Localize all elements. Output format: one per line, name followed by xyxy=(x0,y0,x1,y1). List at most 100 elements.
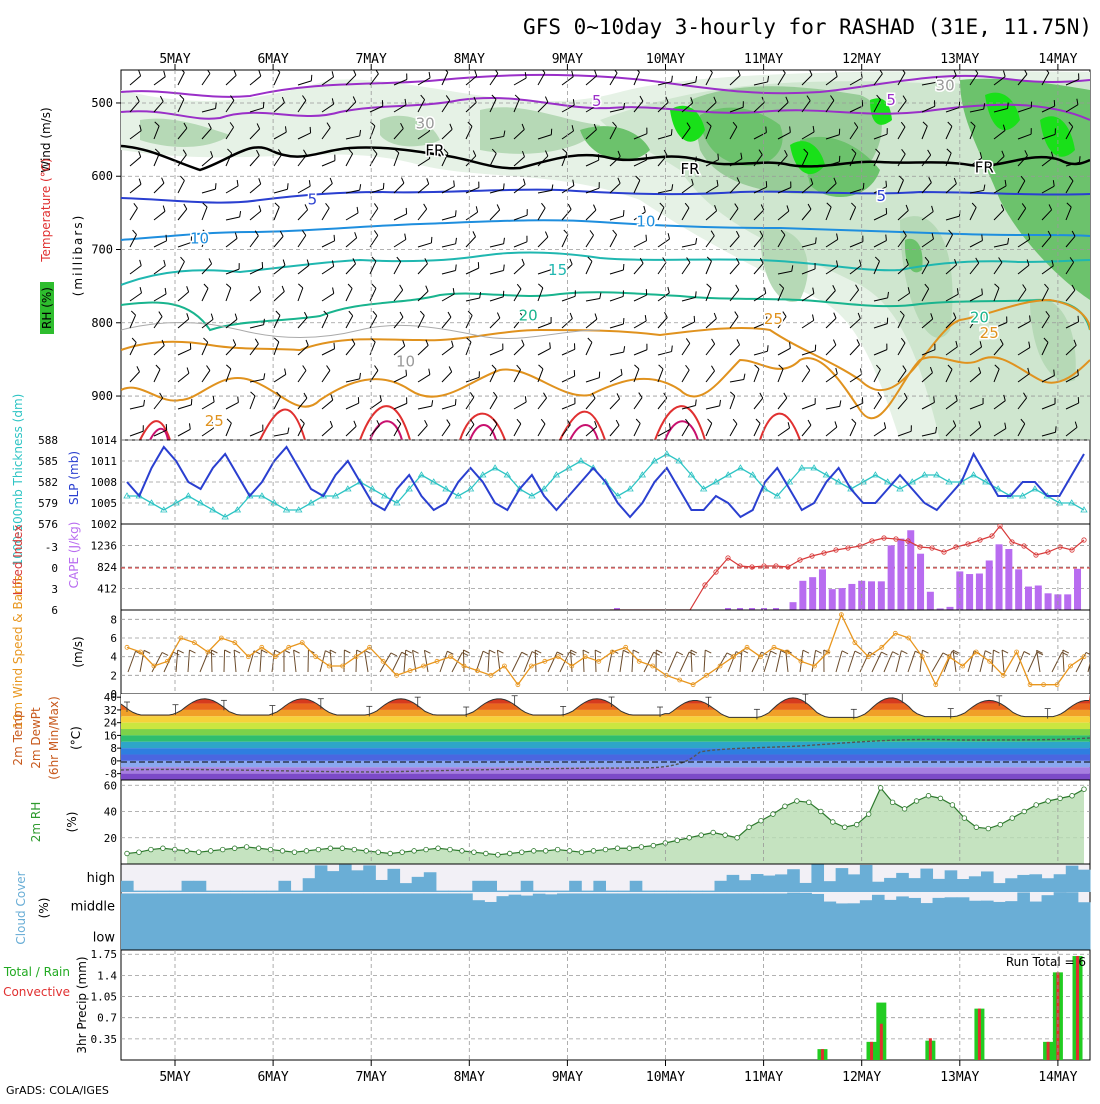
wind-barb-flag xyxy=(982,235,983,241)
cloud-low-bar xyxy=(920,921,933,950)
rh2m-point xyxy=(424,847,429,852)
cloud-middle-bar xyxy=(278,893,291,921)
rh2m-point xyxy=(543,849,548,854)
cloud-low-bar xyxy=(327,921,340,950)
bottom-date-label: 5MAY xyxy=(159,1070,190,1085)
cloud-low-bar xyxy=(981,921,994,950)
rh2m-point xyxy=(496,853,501,858)
precip-tick-label: 0.7 xyxy=(97,1012,117,1025)
cloud-middle-bar xyxy=(157,893,170,921)
contour-label: 10 xyxy=(190,230,209,248)
cloud-middle-bar xyxy=(581,893,594,921)
cloud-low-bar xyxy=(545,921,558,950)
cloud-low-bar xyxy=(884,921,897,950)
cloud-low-bar xyxy=(799,921,812,950)
cloud-high-bar xyxy=(121,881,134,892)
cloud-middle-bar xyxy=(206,893,219,921)
rh2m-point xyxy=(220,847,225,852)
cloud-high-bar xyxy=(521,881,534,892)
cloud-middle-bar xyxy=(412,893,425,921)
cloud-middle-bar xyxy=(545,894,558,921)
rh2m-point xyxy=(388,851,393,856)
cloud-low-bar xyxy=(1078,921,1091,950)
temp2m-tick-label: 0 xyxy=(110,755,117,768)
temp2m-tick-label: 8 xyxy=(110,742,117,755)
bottom-date-label: 10MAY xyxy=(646,1070,685,1085)
cloud-high-bar xyxy=(157,891,170,892)
cloud-middle-bar xyxy=(872,895,885,921)
cloud-low-bar xyxy=(157,921,170,950)
rh2m-point xyxy=(125,851,130,856)
ylabel-wind10-unit: (m/s) xyxy=(71,636,85,667)
rh2m-point xyxy=(149,847,154,852)
cloud-middle-bar xyxy=(387,893,400,921)
cloud-middle-bar xyxy=(933,898,946,921)
cloud-high-bar xyxy=(981,871,994,892)
wind10-barb-staff xyxy=(356,650,357,672)
cloud-low-bar xyxy=(448,921,461,950)
cloud-low-bar xyxy=(836,921,849,950)
cloud-low-bar xyxy=(412,921,425,950)
cloud-middle-bar xyxy=(339,893,352,921)
thickness-tick-label: 582 xyxy=(38,476,58,489)
cloud-high-bar xyxy=(496,891,509,892)
cloud-low-bar xyxy=(824,921,837,950)
cloud-low-bar xyxy=(242,921,255,950)
cape-tick-label: 412 xyxy=(97,583,117,596)
rh2m-point xyxy=(185,849,190,854)
cloud-middle-bar xyxy=(424,893,437,921)
cloud-low-bar xyxy=(218,921,231,950)
cloud-middle-bar xyxy=(945,897,958,921)
cloud-high-bar xyxy=(824,881,837,892)
thickness-tick-label: 576 xyxy=(38,518,58,531)
cape-bar xyxy=(839,588,846,610)
cloud-low-bar xyxy=(787,921,800,950)
wind-barb-flag xyxy=(1079,156,1080,162)
rh2m-point xyxy=(711,830,716,835)
rh2m-point xyxy=(998,822,1003,827)
rh2m-point xyxy=(364,849,369,854)
precip-convective-bar xyxy=(870,1042,873,1060)
wind-barb-flag xyxy=(767,345,768,351)
cloud-high-bar xyxy=(351,870,364,892)
cloud-high-bar xyxy=(751,874,764,892)
rh2m-point xyxy=(723,833,728,838)
ylabel-slp: SLP (mb) xyxy=(67,451,81,505)
cloud-middle-bar xyxy=(557,893,570,921)
ylabel-precip-total: Total / Rain xyxy=(3,965,70,979)
cloud-high-bar xyxy=(315,865,328,892)
rh2m-point xyxy=(615,846,620,851)
ylabel-minmax: (6hr Min/Max) xyxy=(47,696,61,780)
cloud-middle-bar xyxy=(593,893,606,921)
rh2m-point xyxy=(304,849,309,854)
cape-bar xyxy=(868,581,875,610)
contour-label: 30 xyxy=(936,76,955,94)
cloud-low-bar xyxy=(133,921,146,950)
cloud-level-label: high xyxy=(87,871,115,886)
rh2m-point xyxy=(986,826,991,831)
cape-bar xyxy=(976,574,983,610)
cloud-middle-bar xyxy=(824,902,837,921)
cloud-high-bar xyxy=(436,891,449,892)
temp2m-tick-label: 16 xyxy=(104,729,117,742)
cloud-middle-bar xyxy=(242,893,255,921)
rh2m-point xyxy=(244,845,249,850)
wind-barb-flag xyxy=(886,181,887,187)
rh2m-point xyxy=(292,850,297,855)
cloud-low-bar xyxy=(739,921,752,950)
cloud-middle-bar xyxy=(266,893,279,921)
temp-band xyxy=(121,742,1090,748)
cloud-low-bar xyxy=(145,921,158,950)
contour-label: 15 xyxy=(548,261,567,279)
cloud-high-bar xyxy=(872,882,885,892)
cloud-low-bar xyxy=(230,921,243,950)
bottom-date-label: 6MAY xyxy=(257,1070,288,1085)
slp-tick-label: 1005 xyxy=(91,497,118,510)
cloud-high-bar xyxy=(242,891,255,892)
cloud-low-bar xyxy=(254,921,267,950)
